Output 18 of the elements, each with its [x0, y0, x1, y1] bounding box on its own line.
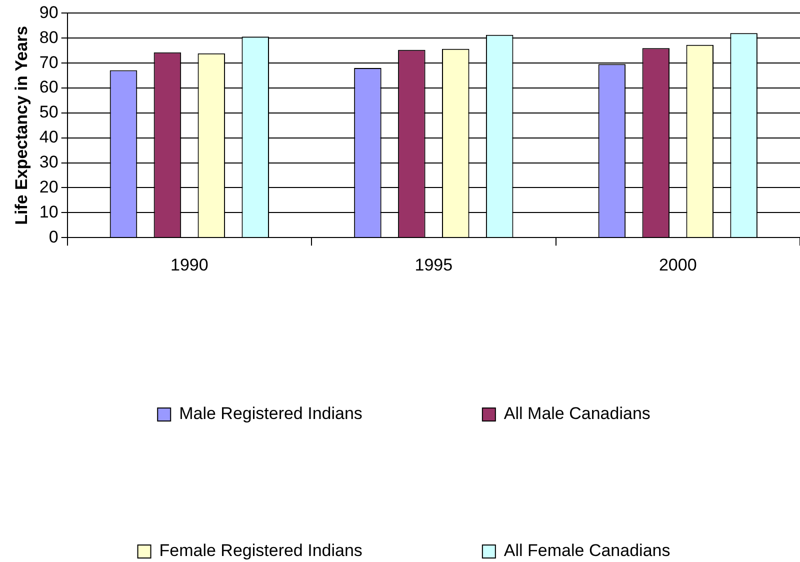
- y-tick-label: 20: [39, 177, 58, 196]
- legend-label: Female Registered Indians: [159, 541, 362, 560]
- y-tick-label: 90: [39, 2, 58, 22]
- y-tick-label: 0: [48, 227, 58, 246]
- y-tick-label: 30: [39, 152, 58, 172]
- y-axis-title: Life Expectancy in Years: [12, 26, 31, 225]
- x-tick-label: 1995: [414, 255, 453, 274]
- y-tick-label: 80: [39, 28, 58, 47]
- y-tick-label: 50: [39, 102, 58, 122]
- legend-label: All Female Canadians: [504, 541, 670, 560]
- x-tick-label: 2000: [658, 255, 697, 274]
- legend-label: Male Registered Indians: [179, 404, 362, 424]
- y-tick-label: 10: [39, 202, 58, 222]
- x-tick-label: 1990: [170, 255, 208, 274]
- legend-label: All Male Canadians: [504, 404, 650, 424]
- y-tick-label: 60: [39, 78, 58, 97]
- y-tick-label: 40: [39, 128, 58, 147]
- y-tick-label: 70: [39, 52, 58, 72]
